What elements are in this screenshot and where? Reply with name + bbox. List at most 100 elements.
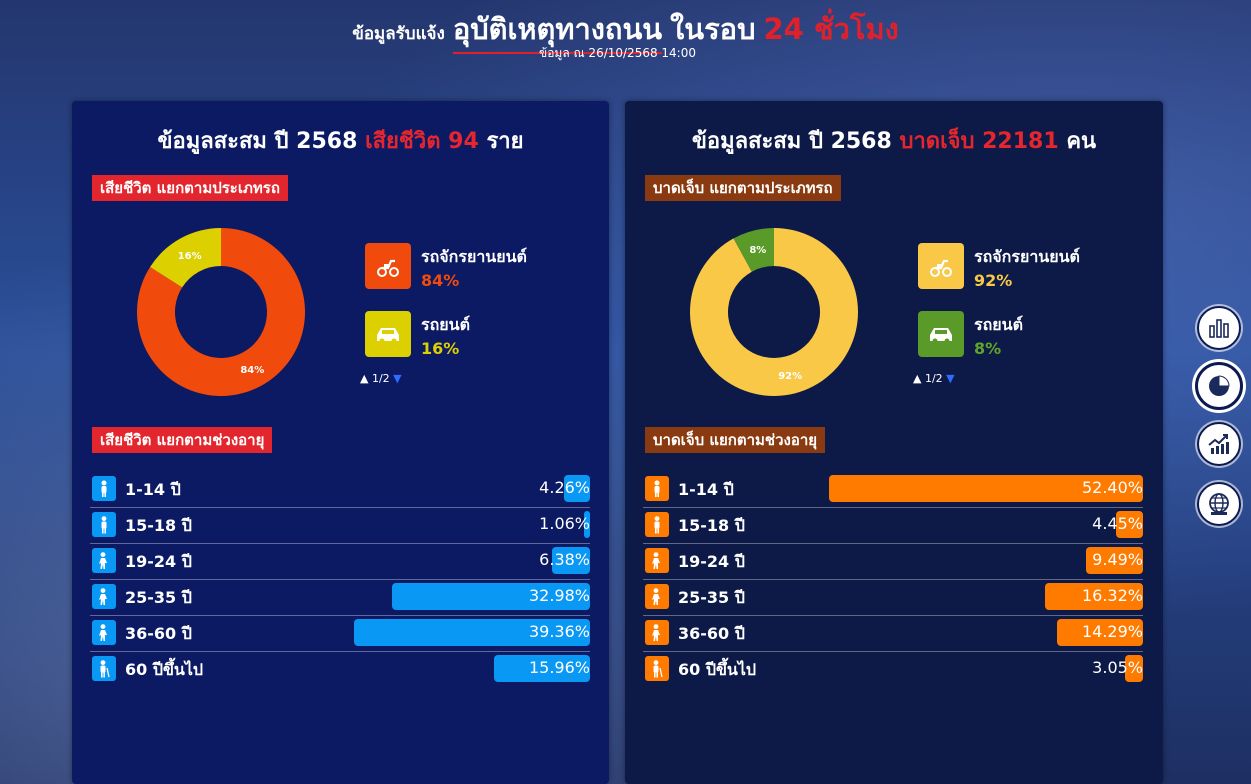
adult-icon (645, 620, 669, 645)
title-hours: 24 ชั่วโมง (763, 12, 899, 46)
bar-chart-button[interactable] (1197, 306, 1241, 350)
donut-slice-label: 92% (778, 371, 802, 382)
adult-icon (645, 584, 669, 609)
title-prefix: ข้อมูลรับแจ้ง (352, 24, 445, 44)
panel-heading: ข้อมูลสะสม ปี 2568 บาดเจ็บ 22181 คน (625, 123, 1163, 158)
age-value: 39.36% (528, 622, 590, 641)
legend-pct: 92% (974, 271, 1013, 290)
age-row[interactable]: 1-14 ปี 52.40% (643, 472, 1143, 508)
age-value: 52.40% (1081, 478, 1143, 497)
legend-name: รถจักรยานยนต์ (421, 247, 527, 266)
age-label: 19-24 ปี (678, 552, 745, 571)
age-row[interactable]: 19-24 ปี 6.38% (90, 544, 590, 580)
pie-chart-icon (1209, 375, 1230, 396)
legend-pct: 16% (421, 339, 460, 358)
age-label: 60 ปีขึ้นไป (678, 660, 757, 679)
trend-chart-icon (1208, 434, 1229, 454)
age-bar (564, 475, 590, 502)
donut-slice[interactable] (150, 228, 221, 288)
age-label: 36-60 ปี (125, 624, 192, 643)
teen-icon (92, 512, 116, 537)
pie-chart-button[interactable] (1195, 362, 1243, 410)
age-row[interactable]: 25-35 ปี 16.32% (643, 580, 1143, 616)
age-label: 25-35 ปี (125, 588, 192, 607)
car-icon (365, 311, 411, 357)
age-value: 15.96% (528, 658, 590, 677)
age-bar (1045, 583, 1143, 610)
age-row[interactable]: 1-14 ปี 4.26% (90, 472, 590, 508)
legend-name: รถยนต์ (421, 315, 470, 334)
age-group-tag: บาดเจ็บ แยกตามช่วงอายุ (645, 427, 826, 453)
age-bar (1116, 511, 1143, 538)
globe-button[interactable] (1197, 482, 1241, 526)
injuries-panel: ข้อมูลสะสม ปี 2568 บาดเจ็บ 22181 คน บาดเ… (625, 101, 1163, 784)
heading-unit: ราย (486, 129, 524, 154)
heading-metric: เสียชีวิต 94 (365, 129, 479, 154)
age-value: 9.49% (1092, 550, 1143, 569)
vehicle-type-donut: 92% 8% (690, 228, 858, 396)
pager-up-icon[interactable]: ▲ (360, 372, 369, 385)
age-label: 1-14 ปี (125, 480, 181, 499)
donut-slice[interactable] (733, 228, 774, 272)
age-value: 3.05% (1092, 658, 1143, 677)
child-icon (645, 476, 669, 501)
age-bar-list: 1-14 ปี 52.40% 15-18 ปี 4.45% 19-24 ปี 9.49% 2… (643, 472, 1143, 687)
age-bar (1057, 619, 1143, 646)
motorcycle-icon (918, 243, 964, 289)
donut-slice[interactable] (690, 228, 858, 396)
car-icon (918, 311, 964, 357)
age-row[interactable]: 36-60 ปี 14.29% (643, 616, 1143, 652)
heading-metric: บาดเจ็บ 22181 (899, 129, 1059, 154)
page-subtitle: ข้อมูล ณ 26/10/2568 14:00 (539, 46, 696, 60)
donut-slice-label: 8% (749, 245, 766, 256)
age-value: 1.06% (539, 514, 590, 533)
age-bar (494, 655, 590, 682)
page-title: ข้อมูลรับแจ้ง อุบัติเหตุทางถนน ในรอบ 24 … (0, 6, 1251, 54)
age-row[interactable]: 15-18 ปี 4.45% (643, 508, 1143, 544)
age-bar (828, 475, 1143, 502)
age-row[interactable]: 19-24 ปี 9.49% (643, 544, 1143, 580)
age-value: 4.45% (1092, 514, 1143, 533)
legend-name: รถจักรยานยนต์ (974, 247, 1080, 266)
pager-up-icon[interactable]: ▲ (913, 372, 922, 385)
adult-icon (92, 584, 116, 609)
pager-text: 1/2 (924, 372, 943, 385)
vehicle-type-tag: เสียชีวิต แยกตามประเภทรถ (92, 175, 288, 201)
child-icon (92, 476, 116, 501)
legend-pager: ▲ 1/2 ▼ (913, 372, 955, 385)
age-label: 25-35 ปี (678, 588, 745, 607)
age-value: 16.32% (1081, 586, 1143, 605)
elder-icon (92, 656, 116, 681)
trend-chart-button[interactable] (1197, 422, 1241, 466)
age-label: 15-18 ปี (678, 516, 745, 535)
fatalities-panel: ข้อมูลสะสม ปี 2568 เสียชีวิต 94 ราย เสีย… (72, 101, 609, 784)
title-main: อุบัติเหตุทางถนน (452, 6, 663, 54)
age-bar-list: 1-14 ปี 4.26% 15-18 ปี 1.06% 19-24 ปี 6.38% 25… (90, 472, 590, 687)
bar-chart-icon (1209, 319, 1229, 338)
age-row[interactable]: 25-35 ปี 32.98% (90, 580, 590, 616)
age-label: 19-24 ปี (125, 552, 192, 571)
age-label: 1-14 ปี (678, 480, 734, 499)
legend-pager: ▲ 1/2 ▼ (360, 372, 402, 385)
panel-heading: ข้อมูลสะสม ปี 2568 เสียชีวิต 94 ราย (72, 123, 609, 158)
age-value: 4.26% (539, 478, 590, 497)
donut-slice[interactable] (136, 228, 305, 396)
age-row[interactable]: 60 ปีขึ้นไป 3.05% (643, 652, 1143, 687)
age-row[interactable]: 36-60 ปี 39.36% (90, 616, 590, 652)
adult-icon (92, 620, 116, 645)
adult-icon (645, 548, 669, 573)
heading-prefix: ข้อมูลสะสม ปี 2568 (691, 129, 892, 154)
pager-text: 1/2 (371, 372, 390, 385)
legend-pct: 8% (974, 339, 1002, 358)
teen-icon (645, 512, 669, 537)
pager-down-icon[interactable]: ▼ (946, 372, 955, 385)
age-row[interactable]: 60 ปีขึ้นไป 15.96% (90, 652, 590, 687)
donut-slice-label: 84% (240, 365, 264, 376)
age-value: 14.29% (1081, 622, 1143, 641)
age-row[interactable]: 15-18 ปี 1.06% (90, 508, 590, 544)
age-group-tag: เสียชีวิต แยกตามช่วงอายุ (92, 427, 273, 453)
elder-icon (645, 656, 669, 681)
age-value: 6.38% (539, 550, 590, 569)
legend-name: รถยนต์ (974, 315, 1023, 334)
pager-down-icon[interactable]: ▼ (393, 372, 402, 385)
